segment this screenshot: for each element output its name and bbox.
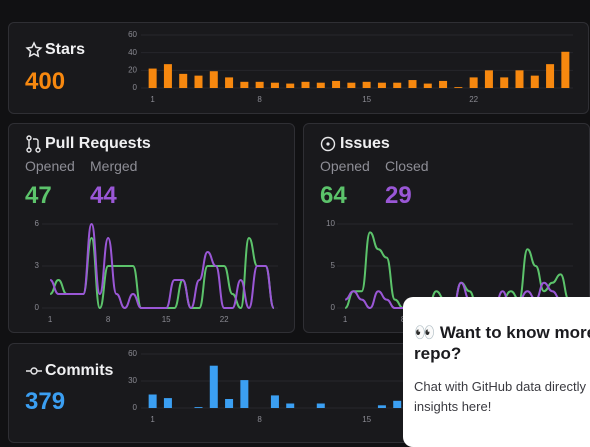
- popup-title: repo?: [414, 344, 462, 363]
- star-icon: [25, 41, 43, 58]
- stars-card: Stars 400: [8, 22, 589, 114]
- stat-label: Opened: [25, 158, 75, 174]
- chat-popup[interactable]: 👀 Want to know more repo? Chat with GitH…: [403, 297, 590, 447]
- pr-card: Pull Requests Opened Merged 47 44: [8, 123, 295, 333]
- stat-label: Closed: [385, 158, 429, 174]
- popup-title: 👀 Want to know more: [414, 323, 590, 342]
- pr-icon: [26, 135, 41, 153]
- page: Stars 400 Pull Requests Opened Merged 47…: [8, 22, 590, 447]
- issue-icon: [320, 136, 336, 152]
- card-title: Issues: [340, 135, 390, 152]
- stat-label: Merged: [90, 158, 138, 174]
- stat-value: 47: [25, 182, 52, 209]
- card-title: Pull Requests: [45, 135, 151, 152]
- stat-label: Opened: [320, 158, 370, 174]
- stat-value: 64: [320, 182, 347, 209]
- total: 379: [25, 388, 66, 415]
- popup-body: Chat with GitHub data directly a: [414, 379, 590, 394]
- card-title: Stars: [45, 41, 86, 58]
- commit-icon: [26, 367, 42, 375]
- stat-value: 29: [385, 182, 412, 209]
- stat-value: 44: [90, 182, 117, 209]
- card-title: Commits: [45, 362, 114, 379]
- total: 400: [25, 68, 66, 95]
- popup-body: insights here!: [414, 399, 492, 414]
